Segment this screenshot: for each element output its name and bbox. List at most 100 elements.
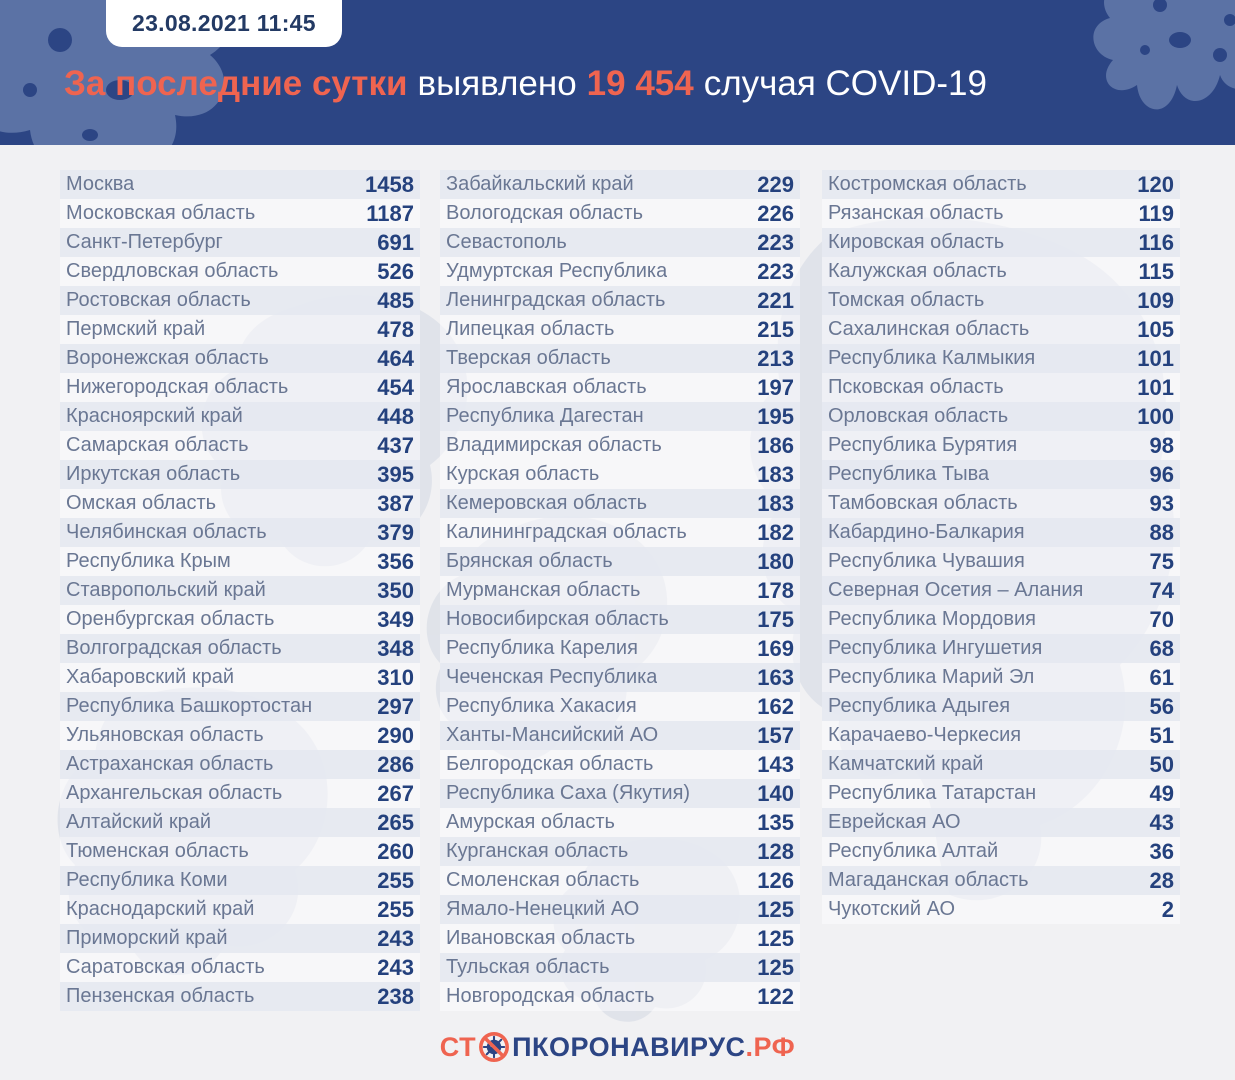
region-name: Тамбовская область [828,492,1018,514]
region-name: Владимирская область [446,434,662,456]
region-name: Республика Дагестан [446,405,644,427]
region-name: Еврейская АО [828,811,961,833]
region-name: Ростовская область [66,289,251,311]
case-count: 297 [377,693,414,719]
region-name: Республика Башкортостан [66,695,313,717]
table-row: Санкт-Петербург 691 [60,228,420,257]
table-row: Оренбургская область 349 [60,605,420,634]
region-name: Ямало-Ненецкий АО [446,898,640,920]
case-count: 96 [1149,461,1174,487]
table-row: Красноярский край 448 [60,402,420,431]
case-count: 36 [1149,838,1174,864]
header-banner: 23.08.2021 11:45 За последние сутки выявл… [0,0,1235,145]
case-count: 163 [757,664,794,690]
case-count: 101 [1137,345,1174,371]
case-count: 68 [1149,635,1174,661]
region-name: Калужская область [828,260,1007,282]
table-row: Республика Калмыкия 101 [822,344,1180,373]
table-row: Новосибирская область 175 [440,605,800,634]
region-name: Воронежская область [66,347,269,369]
case-count: 437 [377,432,414,458]
table-row: Тамбовская область 93 [822,489,1180,518]
table-row: Республика Саха (Якутия) 140 [440,779,800,808]
region-name: Алтайский край [66,811,212,833]
region-name: Ивановская область [446,927,636,949]
case-count: 238 [377,983,414,1009]
table-row: Чеченская Республика 163 [440,663,800,692]
table-row: Ивановская область 125 [440,924,800,953]
table-row: Приморский край 243 [60,924,420,953]
table-row: Курганская область 128 [440,837,800,866]
region-name: Томская область [828,289,985,311]
region-name: Республика Чувашия [828,550,1025,572]
region-name: Санкт-Петербург [66,231,223,253]
region-name: Республика Алтай [828,840,999,862]
region-name: Ханты-Мансийский АО [446,724,659,746]
table-row: Республика Башкортостан 297 [60,692,420,721]
case-count: 478 [377,316,414,342]
timestamp-badge: 23.08.2021 11:45 [106,0,342,47]
region-name: Новгородская область [446,985,655,1007]
region-name: Республика Татарстан [828,782,1037,804]
table-row: Алтайский край 265 [60,808,420,837]
case-count: 28 [1149,867,1174,893]
table-row: Республика Татарстан 49 [822,779,1180,808]
table-row: Магаданская область 28 [822,866,1180,895]
table-row: Северная Осетия – Алания 74 [822,576,1180,605]
table-row: Ярославская область 197 [440,373,800,402]
region-name: Республика Марий Эл [828,666,1035,688]
case-count: 143 [757,751,794,777]
region-name: Самарская область [66,434,249,456]
case-count: 125 [757,925,794,951]
case-count: 43 [1149,809,1174,835]
case-count: 464 [377,345,414,371]
table-row: Севастополь 223 [440,228,800,257]
table-row: Москва 1458 [60,170,420,199]
region-name: Северная Осетия – Алания [828,579,1084,601]
table-row: Еврейская АО 43 [822,808,1180,837]
case-count: 122 [757,983,794,1009]
case-count: 395 [377,461,414,487]
region-name: Мурманская область [446,579,641,601]
table-row: Республика Алтай 36 [822,837,1180,866]
case-count: 215 [757,316,794,342]
region-name: Москва [66,173,135,195]
region-name: Карачаево-Черкесия [828,724,1022,746]
case-count: 183 [757,490,794,516]
region-name: Астраханская область [66,753,274,775]
table-row: Новгородская область 122 [440,982,800,1011]
table-row: Республика Крым 356 [60,547,420,576]
table-row: Республика Бурятия 98 [822,431,1180,460]
case-count: 50 [1149,751,1174,777]
case-count: 125 [757,896,794,922]
table-row: Владимирская область 186 [440,431,800,460]
table-row: Краснодарский край 255 [60,895,420,924]
table-row: Республика Марий Эл 61 [822,663,1180,692]
table-row: Омская область 387 [60,489,420,518]
region-name: Республика Бурятия [828,434,1018,456]
table-row: Астраханская область 286 [60,750,420,779]
region-name: Амурская область [446,811,615,833]
region-name: Камчатский край [828,753,984,775]
table-row: Ульяновская область 290 [60,721,420,750]
region-name: Хабаровский край [66,666,235,688]
table-row: Республика Хакасия 162 [440,692,800,721]
case-count: 61 [1149,664,1174,690]
region-name: Красноярский край [66,405,243,427]
region-name: Иркутская область [66,463,241,485]
region-name: Республика Калмыкия [828,347,1036,369]
case-count: 178 [757,577,794,603]
region-name: Свердловская область [66,260,279,282]
case-count: 379 [377,519,414,545]
table-row: Курская область 183 [440,460,800,489]
region-name: Тюменская область [66,840,249,862]
case-count: 70 [1149,606,1174,632]
region-name: Рязанская область [828,202,1004,224]
case-count: 243 [377,925,414,951]
table-row: Нижегородская область 454 [60,373,420,402]
case-count: 157 [757,722,794,748]
region-name: Курганская область [446,840,629,862]
case-count: 74 [1149,577,1174,603]
region-name: Калининградская область [446,521,687,543]
case-count: 310 [377,664,414,690]
